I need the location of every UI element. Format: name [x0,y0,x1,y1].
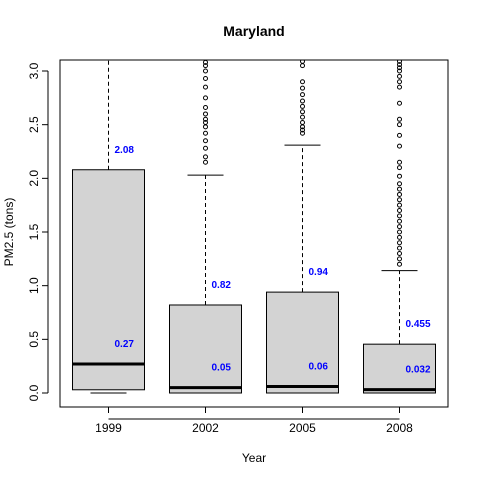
outlier-point [397,132,402,138]
y-tick-label: 0.0 [27,384,41,401]
outlier-point [203,105,208,111]
q3-annotation: 2.08 [115,145,135,156]
median-annotation: 0.05 [212,363,232,374]
outlier-point [397,60,402,64]
outlier-point [203,116,208,122]
outlier-point [300,79,305,85]
q3-annotation: 0.94 [309,267,329,278]
chart-title: Maryland [223,23,284,39]
outlier-point [397,100,402,106]
outlier-point [203,145,208,151]
outlier-point [397,197,402,203]
outlier-point [203,130,208,136]
outlier-point [397,84,402,90]
outlier-point [300,109,305,115]
outlier-point [397,79,402,85]
boxes-layer: 2.08 0.27 0.82 0.05 0.94 0.06 0.455 0.032 [72,60,436,394]
y-tick-label: 2.0 [27,170,41,187]
x-axis-label: Year [242,451,266,465]
x-tick-label: 2002 [192,421,219,435]
outlier-point [397,218,402,224]
outlier-point [397,256,402,262]
outlier-point [397,65,402,71]
outlier-point [397,186,402,192]
outlier-point [397,202,402,208]
outlier-point [203,76,208,82]
outlier-point [397,165,402,171]
outlier-point [300,63,305,69]
outlier-point [203,111,208,117]
outlier-point [397,240,402,246]
outlier-point [203,60,208,65]
outlier-point [300,103,305,109]
outlier-point [397,143,402,149]
outlier-point [397,173,402,179]
x-tick-label: 2008 [386,421,413,435]
outlier-point [397,213,402,219]
box-body [363,343,436,394]
outlier-point [300,127,305,133]
outlier-point [203,68,208,74]
outlier-point [397,191,402,197]
box-2002 [169,60,242,394]
outlier-point [300,92,305,98]
outlier-point [203,84,208,90]
box-body [72,169,145,391]
outlier-point [397,208,402,214]
outlier-point [397,245,402,251]
median-annotation: 0.27 [115,339,135,350]
y-tick-label: 0.5 [27,331,41,348]
outlier-point [397,229,402,235]
box-1999 [72,60,145,394]
median-annotation: 0.06 [309,362,329,373]
box-body [266,291,339,394]
boxes-clip-group [72,60,436,394]
x-axis: 1999 2002 2005 2008 [95,407,413,435]
outlier-point [300,120,305,126]
outlier-point [203,138,208,144]
outlier-point [397,122,402,128]
outlier-point [397,62,402,68]
outlier-point [300,114,305,120]
outlier-point [397,68,402,74]
outlier-point [203,63,208,69]
outlier-point [397,250,402,256]
q3-annotation: 0.455 [406,319,431,330]
q3-annotation: 0.82 [212,280,232,291]
outlier-point [203,120,208,126]
outlier-point [397,224,402,230]
median-annotation: 0.032 [406,365,431,376]
x-tick-label: 1999 [95,421,122,435]
y-tick-label: 2.5 [27,116,41,133]
outlier-point [397,116,402,122]
y-tick-label: 1.5 [27,223,41,240]
outlier-point [203,159,208,165]
outlier-point [300,85,305,91]
outlier-point [203,95,208,101]
outlier-point [397,73,402,79]
outlier-point [397,234,402,240]
outlier-point [203,154,208,160]
outlier-point [300,130,305,136]
outlier-point [397,159,402,165]
box-2008 [363,60,436,394]
outlier-point [397,261,402,267]
box-2005 [266,60,339,394]
outlier-point [203,124,208,130]
outlier-point [300,60,305,64]
outlier-point [300,98,305,104]
plot-frame [59,59,449,408]
box-body [169,304,242,394]
y-tick-label: 1.0 [27,277,41,294]
y-tick-label: 3.0 [27,62,41,79]
outlier-point [397,181,402,187]
x-tick-label: 2005 [289,421,316,435]
y-axis: 0.0 0.5 1.0 1.5 2.0 2.5 3.0 [27,62,49,401]
y-axis-label: PM2.5 (tons) [2,198,16,267]
